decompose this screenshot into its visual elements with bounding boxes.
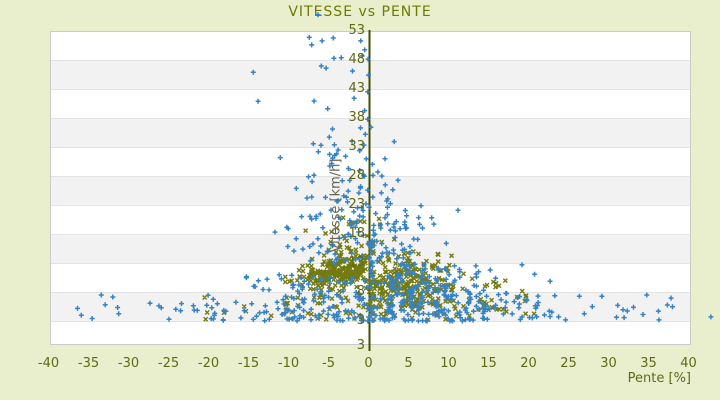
x-tick-label: 30: [600, 356, 617, 371]
x-tick-label: -40: [37, 356, 60, 371]
x-tick-label: -30: [117, 356, 140, 371]
y-tick-label: 53: [348, 23, 365, 38]
y-axis-title: Vitesse [km/h]: [328, 158, 344, 253]
x-tick-label: -10: [277, 356, 300, 371]
plot-area: [50, 31, 691, 345]
x-axis-title: Pente [%]: [627, 371, 691, 386]
y-tick-label: 43: [348, 81, 365, 96]
chart-title: VITESSE vs PENTE: [288, 4, 432, 20]
y-tick-label: 8: [356, 284, 365, 299]
y-tick-label: 38: [348, 110, 365, 125]
y-tick-label: 28: [348, 168, 365, 183]
x-tick-label: 25: [560, 356, 577, 371]
y-tick-label: 33: [348, 139, 365, 154]
y-tick-label: 18: [348, 226, 365, 241]
y-axis-bottom-edge-label: 3: [356, 338, 365, 353]
x-tick-label: -35: [77, 356, 100, 371]
y-tick-label: 23: [348, 197, 365, 212]
x-tick-label: -20: [197, 356, 220, 371]
x-tick-label: 40: [680, 356, 697, 371]
x-tick-label: 0: [364, 356, 373, 371]
y-tick-label: 13: [348, 255, 365, 270]
x-tick-label: 5: [404, 356, 413, 371]
x-tick-label: 10: [440, 356, 457, 371]
x-tick-label: -15: [237, 356, 260, 371]
x-tick-label: -5: [322, 356, 335, 371]
y-tick-label: 3: [356, 313, 365, 328]
y-tick-label: 48: [348, 52, 365, 67]
x-tick-label: 20: [520, 356, 537, 371]
x-tick-label: 35: [640, 356, 657, 371]
x-tick-label: -25: [157, 356, 180, 371]
x-tick-label: 15: [480, 356, 497, 371]
